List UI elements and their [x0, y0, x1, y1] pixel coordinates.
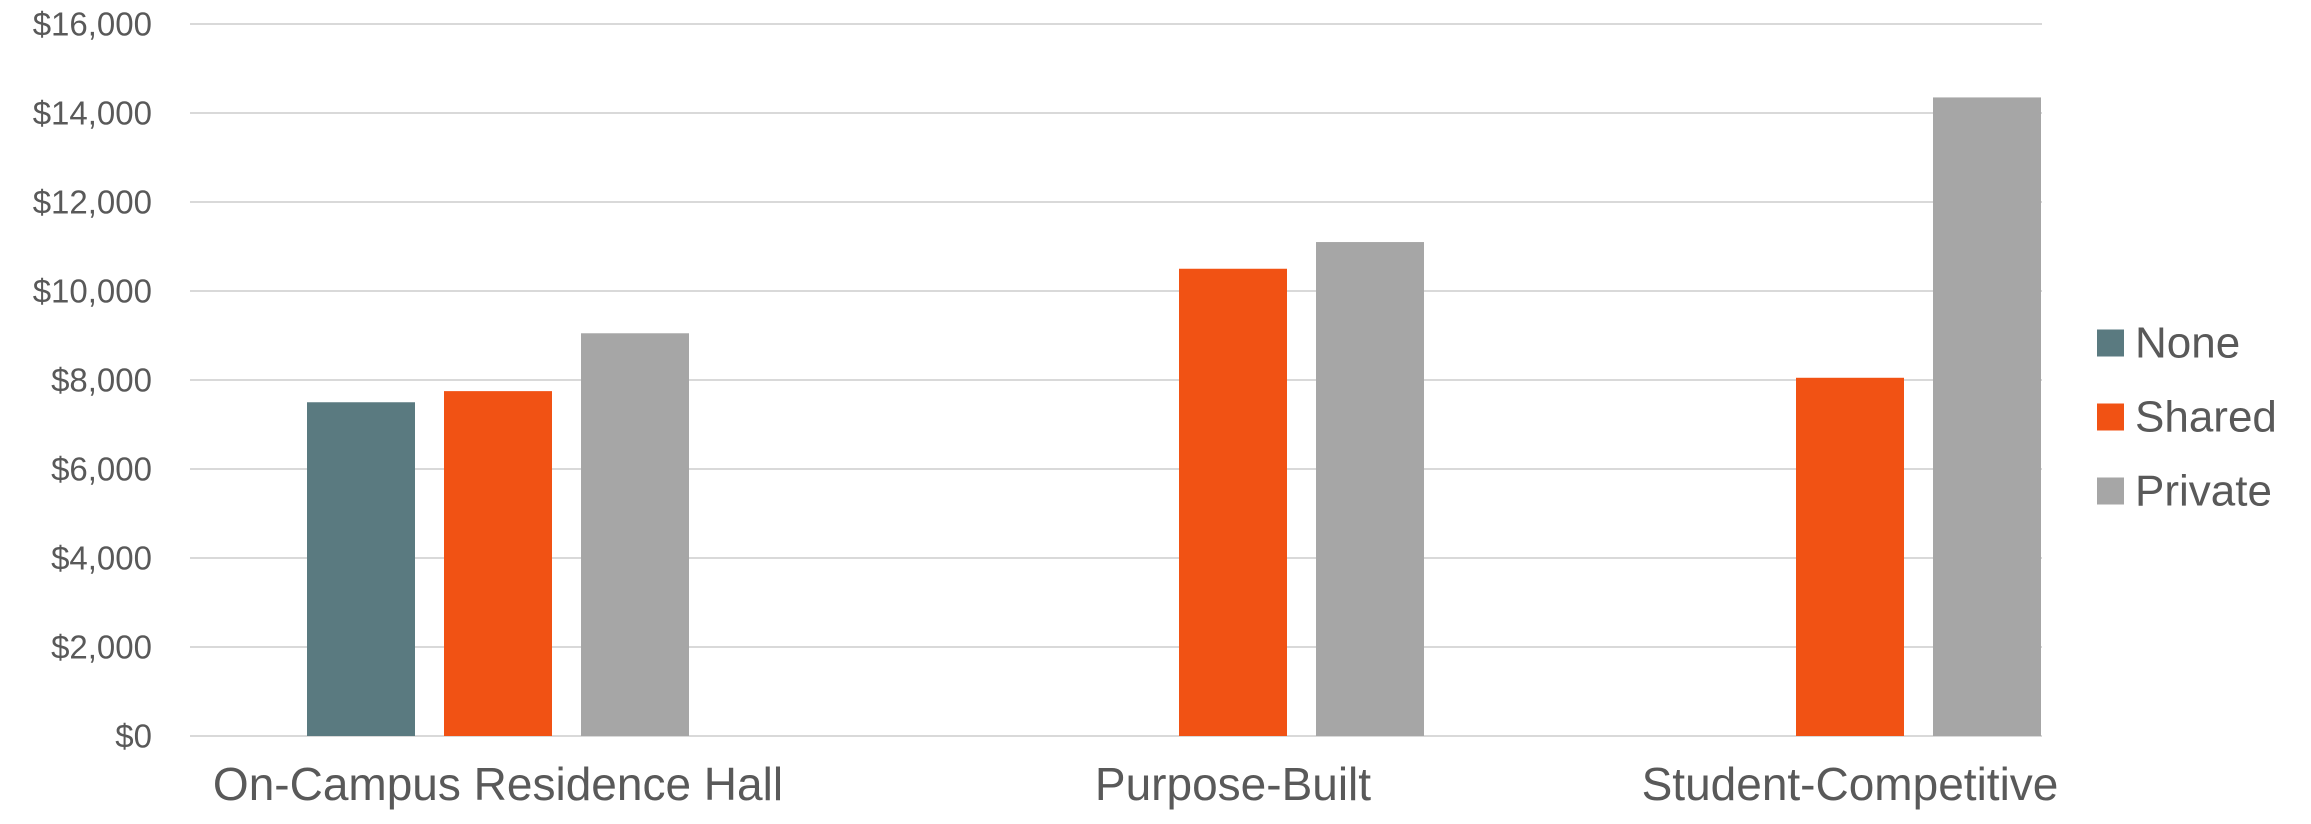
legend-item-private: Private — [2097, 467, 2272, 516]
y-tick-label: $14,000 — [33, 95, 152, 132]
y-tick-label: $12,000 — [33, 184, 152, 221]
bar-shared-2 — [1796, 377, 1904, 736]
bar-none-0 — [307, 402, 415, 736]
y-tick-label: $2,000 — [51, 629, 152, 666]
y-tick-label: $16,000 — [33, 6, 152, 43]
bar-private-2 — [1933, 97, 2041, 737]
legend-swatch — [2097, 329, 2124, 357]
y-tick-label: $10,000 — [33, 273, 152, 310]
legend-label: None — [2135, 319, 2240, 368]
bar-shared-0 — [444, 391, 552, 736]
legend-label: Private — [2135, 467, 2272, 516]
legend-swatch — [2097, 477, 2124, 505]
y-tick-label: $6,000 — [51, 451, 152, 488]
legend-item-shared: Shared — [2097, 393, 2277, 442]
x-category-label: On-Campus Residence Hall — [213, 758, 783, 810]
legend: None Shared Private — [2097, 319, 2277, 516]
x-category-label: Purpose-Built — [1095, 758, 1371, 810]
x-axis-category-labels: On-Campus Residence Hall Purpose-Built Stu… — [213, 758, 2058, 810]
x-category-label: Student-Competitive — [1642, 758, 2059, 810]
y-tick-label: $4,000 — [51, 540, 152, 577]
bar-private-1 — [1316, 242, 1424, 737]
bar-private-0 — [581, 333, 689, 736]
bar-shared-1 — [1179, 268, 1287, 736]
legend-swatch — [2097, 403, 2124, 431]
bars — [307, 97, 2041, 737]
y-tick-label: $0 — [115, 718, 152, 755]
legend-label: Shared — [2135, 393, 2277, 442]
y-tick-label: $8,000 — [51, 362, 152, 399]
y-axis-tick-labels: $0 $2,000 $4,000 $6,000 $8,000 $10,000 $12,000… — [33, 6, 152, 755]
legend-item-none: None — [2097, 319, 2240, 368]
